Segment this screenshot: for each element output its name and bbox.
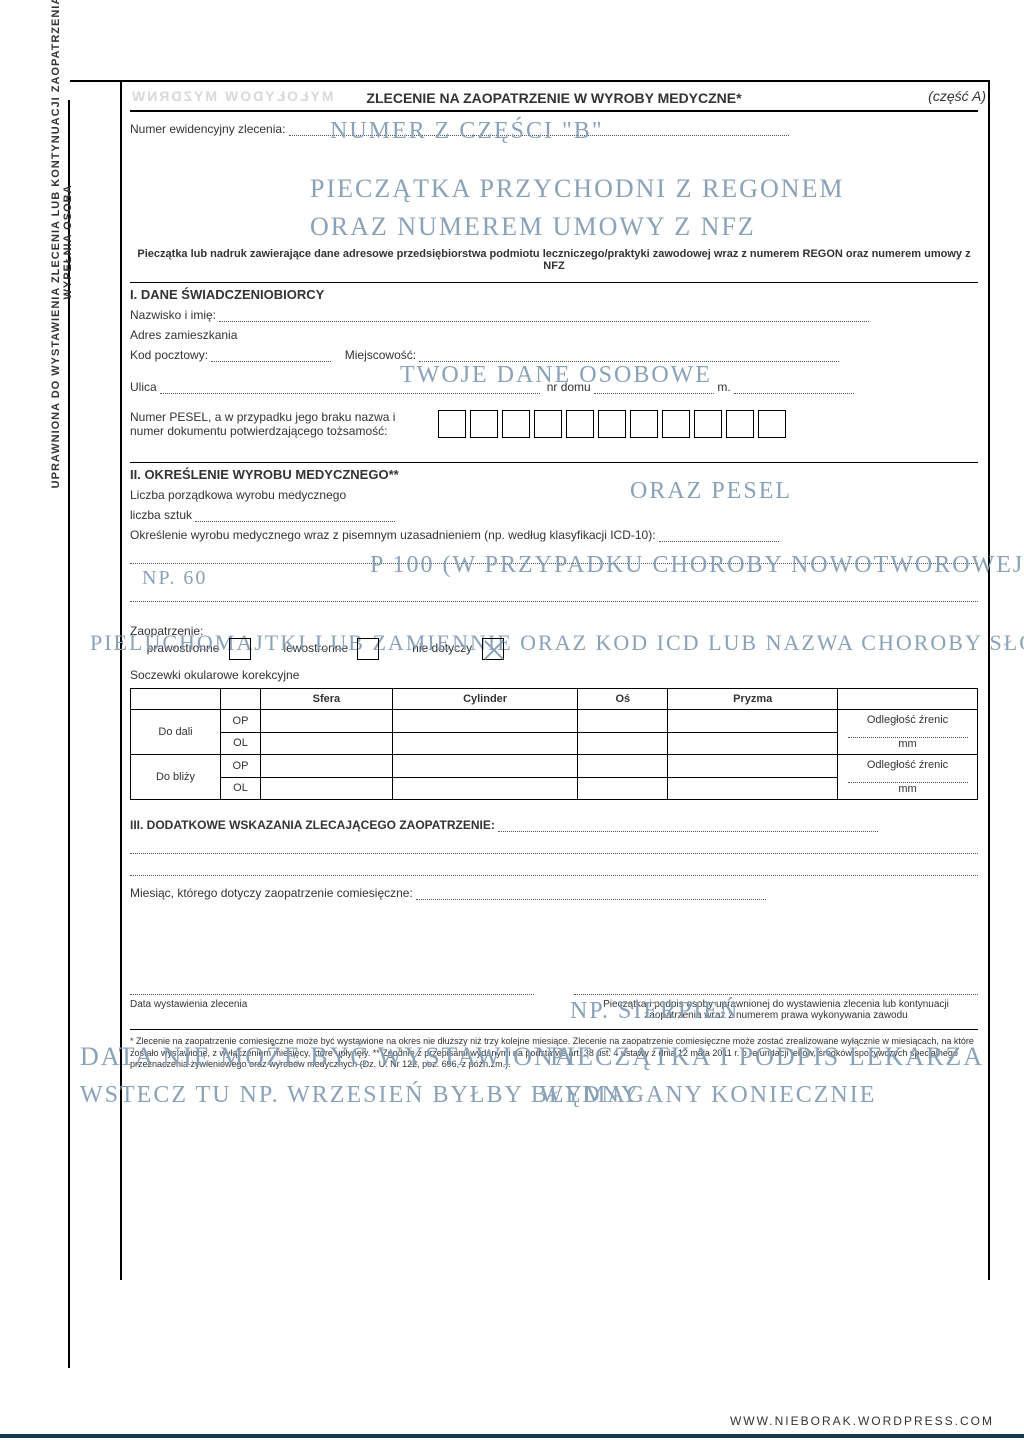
sec3-line-2[interactable] xyxy=(130,864,978,876)
zaopatrzenie-row: Zaopatrzenie: prawostronne lewostronne n… xyxy=(130,624,978,660)
signature-row: Data wystawienia zlecenia Pieczątka i po… xyxy=(130,994,978,1021)
footnotes: * Zlecenie na zaopatrzenie comiesięczne … xyxy=(130,1029,978,1071)
source-url: WWW.NIEBORAK.WORDPRESS.COM xyxy=(730,1414,994,1428)
row-dali: Do dali xyxy=(131,710,221,755)
cell[interactable] xyxy=(668,732,838,755)
ulica-label: Ulica xyxy=(130,380,157,394)
cell[interactable] xyxy=(578,777,668,800)
liczba-sztuk-field[interactable] xyxy=(195,510,395,522)
nazwisko-label: Nazwisko i imię: xyxy=(130,308,216,322)
kod-label: Kod pocztowy: xyxy=(130,348,208,362)
adres-label: Adres zamieszkania xyxy=(130,328,978,342)
m-label: m. xyxy=(717,380,730,394)
col-os: Oś xyxy=(578,689,668,710)
cell[interactable] xyxy=(668,777,838,800)
form-frame: UPRAWNIONA DO WYSTAWIENIA ZLECENIA LUB K… xyxy=(70,80,990,1280)
section-2-heading: II. OKREŚLENIE WYROBU MEDYCZNEGO** xyxy=(130,462,978,482)
miesiac-row: Miesiąc, którego dotyczy zaopatrzenie co… xyxy=(130,886,978,900)
cell[interactable] xyxy=(392,755,577,778)
checkbox-nie[interactable] xyxy=(482,638,504,660)
sec3-line-1[interactable] xyxy=(130,842,978,854)
blizy-op: OP xyxy=(221,755,261,778)
liczba-porz-label: Liczba porządkowa wyrobu medycznego xyxy=(130,488,978,502)
side-vertical-label: UPRAWNIONA DO WYSTAWIENIA ZLECENIA LUB K… xyxy=(50,0,74,542)
liczba-sztuk-label: liczba sztuk xyxy=(130,508,192,522)
okreslenie-row: Określenie wyrobu medycznego wraz z pise… xyxy=(130,528,978,542)
ulica-row: Ulica nr domu m. xyxy=(130,380,978,394)
section-1-heading: I. DANE ŚWIADCZENIOBIORCY xyxy=(130,282,978,302)
odl-blizy: Odległość źrenic mm xyxy=(838,755,978,800)
soczewki-label: Soczewki okularowe korekcyjne xyxy=(130,668,978,682)
numer-row: Numer ewidencyjny zlecenia: xyxy=(130,122,978,136)
col-sfera: Sfera xyxy=(261,689,393,710)
cell[interactable] xyxy=(261,777,393,800)
section-3-heading: III. DODATKOWE WSKAZANIA ZLECAJĄCEGO ZAO… xyxy=(130,818,978,832)
odl-dali: Odległość źrenic mm xyxy=(838,710,978,755)
form-page: UPRAWNIONA DO WYSTAWIENIA ZLECENIA LUB K… xyxy=(70,80,990,1280)
numer-label: Numer ewidencyjny zlecenia: xyxy=(130,122,285,136)
cell[interactable] xyxy=(261,732,393,755)
nrdomu-field[interactable] xyxy=(594,382,714,394)
dali-op: OP xyxy=(221,710,261,733)
pesel-label: Numer PESEL, a w przypadku jego braku na… xyxy=(130,410,430,438)
numer-field[interactable] xyxy=(289,124,789,136)
cell[interactable] xyxy=(261,710,393,733)
overlay-np60: NP. 60 xyxy=(142,567,207,590)
liczba-sztuk-row: liczba sztuk xyxy=(130,508,978,522)
ulica-field[interactable] xyxy=(160,382,540,394)
stamp-caption: Pieczątka lub nadruk zawierające dane ad… xyxy=(130,248,978,272)
nie-label: nie dotyczy xyxy=(412,641,472,655)
okreslenie-label: Określenie wyrobu medycznego wraz z pise… xyxy=(130,528,656,542)
signature-space xyxy=(130,906,978,986)
desc-line-2[interactable] xyxy=(130,590,978,602)
nrdomu-label: nr domu xyxy=(547,380,591,394)
cell[interactable] xyxy=(392,710,577,733)
miesiac-label: Miesiąc, którego dotyczy zaopatrzenie co… xyxy=(130,886,413,900)
pesel-row: Numer PESEL, a w przypadku jego braku na… xyxy=(130,410,978,438)
cell[interactable] xyxy=(578,732,668,755)
form-title: ZLECENIE NA ZAOPATRZENIE W WYROBY MEDYCZ… xyxy=(130,86,978,112)
col-pryzma: Pryzma xyxy=(668,689,838,710)
side-label-line-1: WYPEŁNIA OSOBA xyxy=(62,0,74,542)
nazwisko-field[interactable] xyxy=(219,310,869,322)
lens-table: Sfera Cylinder Oś Pryzma Do dali OP Odle… xyxy=(130,688,978,800)
m-field[interactable] xyxy=(734,382,854,394)
cell[interactable] xyxy=(668,755,838,778)
blizy-ol: OL xyxy=(221,777,261,800)
checkbox-prawo[interactable] xyxy=(229,638,251,660)
prawo-label: prawostronne xyxy=(147,641,220,655)
kod-field[interactable] xyxy=(211,350,331,362)
sec3-field[interactable] xyxy=(498,820,878,832)
cell[interactable] xyxy=(578,755,668,778)
okreslenie-field[interactable] xyxy=(659,530,779,542)
miesiac-field[interactable] xyxy=(416,888,766,900)
miejscowosc-field[interactable] xyxy=(419,350,839,362)
pesel-boxes[interactable] xyxy=(438,410,786,438)
col-cylinder: Cylinder xyxy=(392,689,577,710)
bottom-bar xyxy=(0,1434,1024,1438)
cell[interactable] xyxy=(392,732,577,755)
miejscowosc-label: Miejscowość: xyxy=(345,348,416,362)
stamp-area xyxy=(130,142,978,242)
kod-row: Kod pocztowy: Miejscowość: xyxy=(130,348,978,362)
row-blizy: Do bliży xyxy=(131,755,221,800)
side-label-line-2: UPRAWNIONA DO WYSTAWIENIA ZLECENIA LUB K… xyxy=(50,0,62,542)
overlay-wstecz: WSTECZ TU NP. WRZESIEŃ BYŁBY BŁĘDNY xyxy=(80,1082,640,1109)
inner-left-rule xyxy=(120,82,122,1280)
lewo-label: lewostronne xyxy=(283,641,348,655)
cell[interactable] xyxy=(392,777,577,800)
cell[interactable] xyxy=(261,755,393,778)
checkbox-lewo[interactable] xyxy=(357,638,379,660)
cell[interactable] xyxy=(578,710,668,733)
dali-ol: OL xyxy=(221,732,261,755)
desc-line-1[interactable] xyxy=(130,552,978,564)
cell[interactable] xyxy=(668,710,838,733)
sig-pieczatka: Pieczątka i podpis osoby uprawnionej do … xyxy=(574,994,978,1021)
sig-date: Data wystawienia zlecenia xyxy=(130,994,534,1021)
zaopatrzenie-label: Zaopatrzenie: xyxy=(130,624,203,638)
overlay-wymagany: WYMAGANY KONIECZNIE xyxy=(540,1082,876,1109)
nazwisko-row: Nazwisko i imię: xyxy=(130,308,978,322)
